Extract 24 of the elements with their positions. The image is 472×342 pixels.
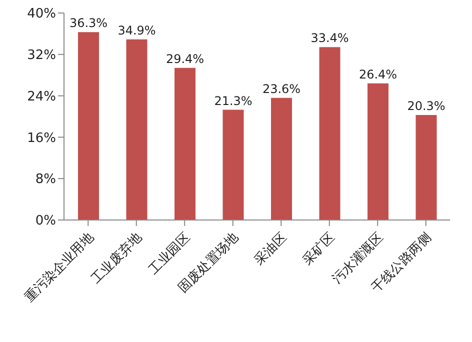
data-label: 36.3% (69, 16, 108, 30)
y-tick-label: 40% (27, 6, 56, 22)
data-label: 21.3% (214, 94, 252, 108)
bar (416, 114, 437, 220)
bar (78, 32, 99, 220)
data-label: 33.4% (310, 31, 349, 46)
x-tick-label: 采矿区 (300, 230, 338, 268)
bar (319, 47, 340, 220)
bar (271, 98, 292, 220)
bar (222, 110, 244, 220)
y-tick-label: 24% (27, 89, 56, 104)
bar (126, 39, 148, 220)
y-tick-label: 32% (27, 48, 56, 64)
data-label: 23.6% (262, 82, 301, 96)
data-label: 20.3% (407, 98, 446, 113)
data-label: 34.9% (118, 23, 156, 38)
y-tick-label: 16% (27, 130, 56, 146)
data-label: 29.4% (166, 52, 204, 66)
x-tick-label: 采油区 (252, 230, 290, 268)
bar (174, 68, 196, 220)
data-label: 26.4% (358, 67, 398, 82)
y-tick-label: 0% (35, 214, 56, 229)
bar (368, 83, 388, 220)
y-tick-label: 8% (35, 172, 56, 188)
